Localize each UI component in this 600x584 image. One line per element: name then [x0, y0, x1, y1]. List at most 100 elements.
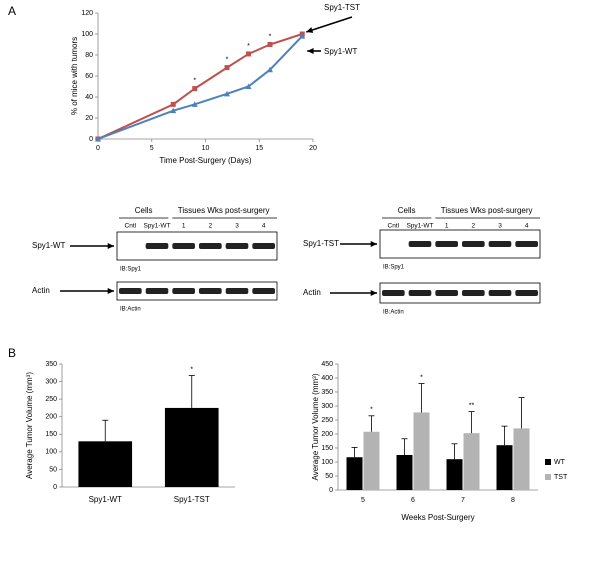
bar [513, 428, 530, 490]
line [97, 35, 303, 140]
blot-header: Cells [398, 206, 416, 215]
bar [463, 433, 480, 490]
x-tick-label: Spy1-WT [89, 495, 122, 504]
panel-label: B [8, 346, 16, 360]
lane-label: Spy1-WT [406, 223, 433, 230]
ib-label: IB:Actin [120, 307, 141, 313]
x-tick-label: Spy1-TST [174, 495, 210, 504]
arrow [306, 16, 353, 33]
annotation: * [269, 33, 272, 40]
band [435, 241, 458, 247]
y-tick-label: 0 [89, 136, 93, 143]
band [252, 243, 275, 249]
band [145, 243, 169, 249]
annotation: * [190, 366, 193, 373]
y-tick-label: 150 [321, 445, 333, 452]
x-tick-label: 0 [96, 145, 100, 152]
lane-label: 3 [498, 223, 502, 230]
arrow-head [307, 47, 314, 55]
y-tick-label: 300 [45, 378, 57, 385]
annotation: ** [469, 402, 475, 409]
blot-frame [116, 231, 278, 261]
legend-label: Spy1-WT [324, 47, 357, 56]
x-tick-label: 5 [150, 145, 154, 152]
y-tick-label: 0 [53, 484, 57, 491]
band [488, 290, 512, 296]
marker [170, 101, 176, 107]
band [199, 243, 222, 249]
lane-label: 4 [262, 223, 266, 230]
arrow-head [107, 287, 114, 295]
y-axis-label: Average Tumor Volume (mm³) [311, 373, 320, 480]
lane-label: Spy1-WT [143, 223, 170, 230]
marker [192, 86, 198, 92]
marker [245, 83, 252, 89]
x-tick-label: 15 [255, 145, 263, 152]
y-tick-label: 100 [45, 449, 57, 456]
band [145, 288, 169, 294]
marker [267, 42, 273, 47]
line [97, 33, 303, 140]
marker [170, 107, 177, 114]
x-tick-label: 7 [461, 497, 465, 504]
marker [191, 101, 198, 107]
row-label: Actin [303, 288, 321, 297]
band [515, 241, 538, 247]
y-tick-label: 150 [45, 431, 57, 438]
ib-label: IB:Actin [383, 310, 404, 316]
annotation: * [420, 374, 423, 381]
y-tick-label: 400 [321, 375, 333, 382]
arrow-head [107, 242, 114, 250]
bar [413, 412, 430, 490]
y-tick-label: 200 [321, 431, 333, 438]
annotation: * [226, 56, 229, 63]
y-tick-label: 100 [81, 31, 93, 38]
legend-swatch [545, 474, 551, 480]
y-tick-label: 60 [85, 73, 93, 80]
x-tick-label: 6 [411, 497, 415, 504]
lane-label: 2 [472, 223, 476, 230]
annotation: * [247, 43, 250, 50]
y-tick-label: 200 [45, 414, 57, 421]
y-tick-label: 80 [85, 52, 93, 59]
y-tick-label: 250 [321, 417, 333, 424]
x-tick-label: 8 [511, 497, 515, 504]
y-tick-label: 40 [85, 94, 93, 101]
y-tick-label: 0 [329, 487, 333, 494]
bar [446, 459, 463, 490]
band [172, 243, 195, 249]
row-label: Spy1-TST [303, 239, 339, 248]
bar [164, 407, 219, 487]
legend-label: WT [554, 459, 566, 466]
bar [396, 455, 413, 490]
marker [267, 66, 273, 73]
y-tick-label: 50 [49, 466, 57, 473]
blot-frame [116, 281, 278, 301]
y-axis-label: Average Tumor Volume (mm³) [25, 372, 34, 479]
band [515, 290, 538, 296]
band [488, 241, 512, 247]
bar [496, 445, 513, 490]
band [225, 243, 249, 249]
band [462, 290, 485, 296]
ib-label: IB:Spy1 [120, 267, 142, 273]
panel-label: A [8, 4, 16, 18]
lane-label: 3 [235, 223, 239, 230]
arrow-head [370, 289, 377, 297]
band [172, 288, 195, 294]
band [408, 290, 432, 296]
blot-frame [379, 282, 541, 304]
band [119, 288, 142, 294]
marker [224, 65, 230, 71]
band [199, 288, 222, 294]
ib-label: IB:Spy1 [383, 265, 405, 271]
x-tick-label: 20 [309, 145, 317, 152]
bar [346, 457, 363, 490]
band [252, 288, 275, 294]
marker [299, 33, 306, 39]
x-tick-label: 10 [202, 145, 210, 152]
legend-label: TST [554, 474, 568, 481]
legend-label: Spy1-TST [324, 3, 360, 12]
marker [224, 90, 230, 97]
